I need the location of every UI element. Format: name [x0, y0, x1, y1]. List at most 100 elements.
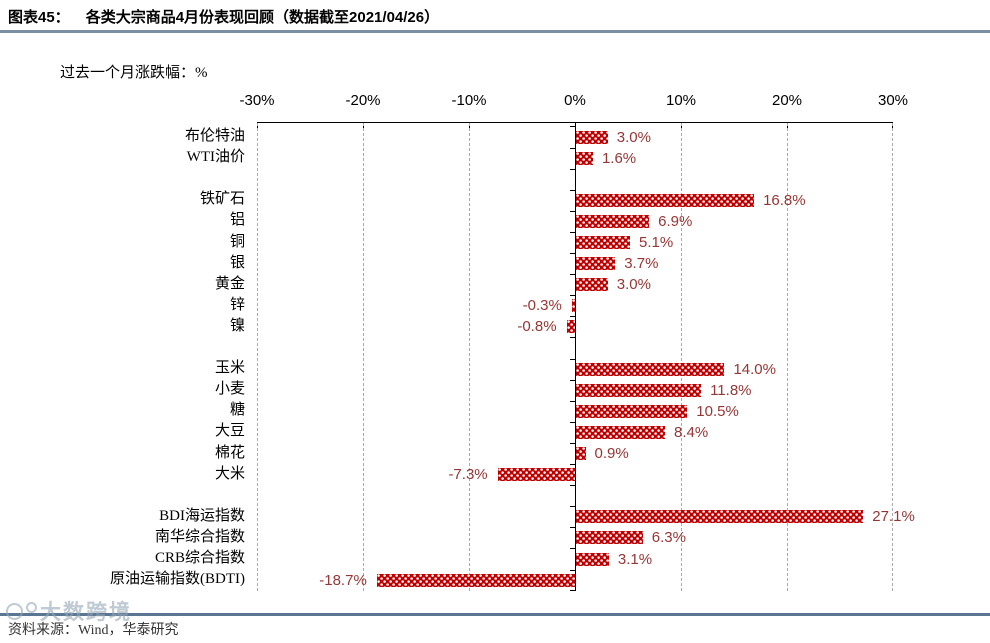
- bar: [576, 383, 702, 397]
- bar: [576, 404, 688, 418]
- bar: [576, 531, 643, 545]
- bar-value-label: 27.1%: [872, 508, 915, 526]
- watermark-logo-icon: [26, 601, 37, 613]
- bar: [497, 468, 575, 482]
- x-tick-label: -10%: [451, 92, 487, 109]
- category-label: 原油运输指数(BDTI): [110, 571, 245, 588]
- gridline: [787, 123, 788, 591]
- category-label: 大米: [214, 465, 245, 482]
- footer-divider: [0, 613, 990, 616]
- category-label: 黄金: [214, 275, 245, 292]
- bar: [571, 299, 575, 313]
- bar: [576, 425, 666, 439]
- category-boundary-tick: [570, 253, 575, 255]
- bar: [576, 447, 586, 460]
- category-label: 南华综合指数: [154, 528, 245, 545]
- x-tick-label: 20%: [771, 92, 803, 109]
- bar: [576, 130, 608, 144]
- category-label: BDI海运指数: [159, 507, 245, 524]
- category-boundary-tick: [570, 590, 575, 591]
- category-label: 银: [229, 254, 245, 271]
- category-boundary-tick: [570, 569, 575, 571]
- source-note: 资料来源：Wind，华泰研究: [8, 623, 179, 638]
- bar-value-label: 3.1%: [617, 550, 653, 568]
- category-boundary-tick: [570, 442, 575, 444]
- bar-value-label: 0.9%: [594, 445, 629, 462]
- bar-value-label: 3.0%: [616, 128, 651, 146]
- figure-title-row: 图表45： 各类大宗商品4月份表现回顾（数据截至2021/04/26）: [8, 6, 439, 27]
- bar-value-label: 3.7%: [624, 255, 659, 273]
- category-boundary-tick: [570, 548, 575, 550]
- category-label: 玉米: [214, 360, 245, 377]
- category-label: WTI油价: [186, 149, 245, 166]
- gridline: [681, 123, 682, 591]
- bar: [566, 320, 575, 334]
- category-boundary-tick: [570, 464, 575, 466]
- category-boundary-tick: [570, 231, 575, 233]
- bar-value-label: 11.8%: [710, 381, 752, 399]
- bar-value-label: -18.7%: [319, 571, 367, 589]
- bar: [576, 278, 608, 292]
- bar-value-label: -7.3%: [448, 466, 488, 484]
- bar-value-label: 6.3%: [651, 529, 686, 547]
- category-boundary-tick: [570, 485, 575, 487]
- bar: [576, 257, 616, 271]
- category-label: 糖: [229, 402, 245, 419]
- bar-value-label: 3.0%: [616, 276, 651, 294]
- bar: [576, 362, 725, 376]
- x-tick-label: 30%: [877, 92, 909, 109]
- category-boundary-tick: [570, 400, 575, 402]
- category-boundary-tick: [570, 358, 575, 360]
- gridline: [363, 123, 364, 591]
- category-label: 铝: [229, 212, 245, 229]
- category-boundary-tick: [570, 527, 575, 529]
- bar: [576, 236, 631, 249]
- title-divider: [0, 30, 990, 33]
- category-boundary-tick: [570, 421, 575, 423]
- category-label: 小麦: [214, 381, 245, 398]
- category-label: 锌: [229, 296, 245, 313]
- category-label: 布伦特油: [184, 128, 245, 144]
- category-label: CRB综合指数: [154, 550, 245, 566]
- bar: [576, 510, 864, 524]
- x-axis-tick-labels: -30% -20% -10% 0% 10% 20% 30%: [239, 92, 908, 112]
- category-boundary-tick: [570, 126, 575, 128]
- axis-unit-label: 过去一个月涨跌幅：%: [60, 65, 208, 81]
- category-boundary-tick: [570, 316, 575, 318]
- watermark-logo-icon: [6, 602, 23, 620]
- category-boundary-tick: [570, 168, 575, 170]
- bar: [576, 193, 755, 207]
- bar-value-label: 5.1%: [639, 234, 674, 251]
- category-boundary-tick: [570, 379, 575, 381]
- x-tick-label: -20%: [345, 92, 381, 109]
- gridline: [469, 123, 470, 591]
- x-tick-label: -30%: [239, 92, 275, 109]
- category-boundary-tick: [570, 210, 575, 212]
- x-tick-label: 0%: [564, 92, 586, 109]
- category-label: 铜: [229, 233, 245, 250]
- category-boundary-tick: [570, 337, 575, 339]
- bar-value-label: 10.5%: [696, 402, 739, 420]
- bar: [576, 552, 609, 566]
- category-label: 铁矿石: [199, 191, 245, 208]
- category-label: 大豆: [214, 423, 245, 440]
- category-boundary-tick: [570, 147, 575, 149]
- gridline: [892, 123, 893, 591]
- figure-number: 图表45：: [8, 9, 70, 26]
- bar-value-label: 14.0%: [733, 360, 776, 378]
- bar: [576, 214, 650, 228]
- category-boundary-tick: [570, 506, 575, 508]
- bar-value-label: -0.8%: [517, 318, 557, 336]
- bar: [576, 151, 593, 165]
- x-tick-label: 10%: [665, 92, 697, 109]
- category-boundary-tick: [570, 295, 575, 297]
- bar-value-label: 16.8%: [763, 191, 806, 209]
- bar-value-label: 8.4%: [674, 423, 709, 441]
- bar-value-label: 1.6%: [601, 149, 637, 167]
- gridline: [257, 123, 258, 591]
- bar-chart-plot-area: 3.0% 1.6% 16.8% 6.9% 5.1% 3.7% 3.0% -0.3% -0.8% 1…: [257, 122, 915, 591]
- zero-axis-line: [575, 123, 576, 591]
- bar: [376, 573, 575, 587]
- category-label: 镍: [229, 317, 245, 334]
